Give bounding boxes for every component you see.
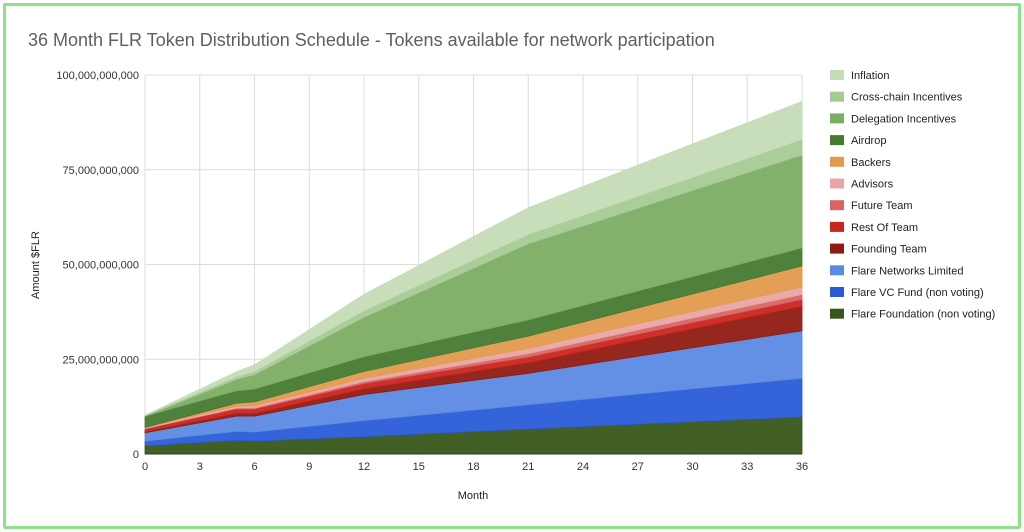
- chart-title: 36 Month FLR Token Distribution Schedule…: [28, 30, 715, 50]
- legend-swatch: [830, 265, 844, 276]
- legend-label: Future Team: [851, 200, 913, 212]
- x-tick-label: 12: [358, 461, 370, 473]
- y-tick-label: 50,000,000,000: [63, 260, 139, 272]
- x-tick-label: 36: [796, 461, 808, 473]
- axes: 0 3 6 9 12 15 18 21 24 27 30 33 36025,000,000,00050,…: [56, 70, 808, 473]
- legend-swatch: [830, 91, 844, 102]
- legend-swatch: [830, 70, 844, 80]
- x-tick-label: 21: [522, 461, 534, 473]
- legend-label: Flare VC Fund (non voting): [851, 287, 984, 299]
- x-tick-label: 33: [741, 461, 753, 473]
- x-tick-label: 24: [577, 461, 589, 473]
- area-series-11: [144, 100, 803, 416]
- legend-swatch: [830, 308, 844, 319]
- y-tick-label: 25,000,000,000: [63, 354, 139, 366]
- legend-swatch: [830, 156, 844, 167]
- legend-label: Inflation: [851, 70, 890, 82]
- x-tick-label: 0: [142, 461, 148, 473]
- x-tick-label: 15: [413, 461, 425, 473]
- x-tick-label: 30: [686, 461, 698, 473]
- legend-label: Flare Networks Limited: [851, 265, 963, 277]
- legend-label: Advisors: [851, 179, 894, 191]
- y-axis-label: Amount $FLR: [30, 231, 42, 299]
- legend-swatch: [830, 135, 844, 146]
- x-tick-label: 6: [251, 461, 257, 473]
- legend: Inflation Cross-chain Incentives Delegatio…: [830, 70, 995, 321]
- legend-label: Airdrop: [851, 135, 886, 147]
- stacked-areas: [144, 100, 803, 455]
- legend-label: Delegation Incentives: [851, 113, 957, 125]
- x-axis-label: Month: [458, 490, 489, 502]
- legend-swatch: [830, 287, 844, 297]
- legend-swatch: [830, 200, 844, 211]
- x-tick-label: 3: [197, 461, 203, 473]
- legend-swatch: [830, 178, 844, 189]
- legend-label: Flare Foundation (non voting): [851, 309, 995, 321]
- x-tick-label: 18: [467, 461, 479, 473]
- y-tick-label: 100,000,000,000: [56, 70, 139, 82]
- legend-swatch: [830, 243, 844, 254]
- legend-label: Rest Of Team: [851, 222, 918, 234]
- legend-label: Backers: [851, 157, 891, 169]
- x-tick-label: 9: [306, 461, 312, 473]
- y-tick-label: 0: [133, 449, 139, 461]
- legend-label: Cross-chain Incentives: [851, 92, 963, 104]
- legend-swatch: [830, 221, 844, 232]
- y-tick-label: 75,000,000,000: [63, 165, 139, 177]
- x-tick-label: 27: [632, 461, 644, 473]
- legend-swatch: [830, 113, 844, 124]
- legend-label: Founding Team: [851, 244, 927, 256]
